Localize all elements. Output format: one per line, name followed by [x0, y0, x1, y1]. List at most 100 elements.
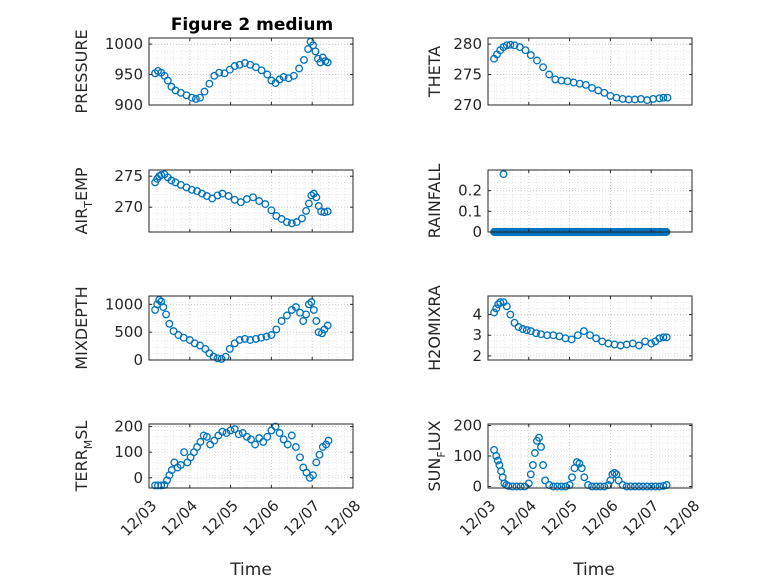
x-tick-label: 12/04 — [497, 497, 540, 540]
data-point — [575, 459, 584, 468]
data-point — [506, 310, 515, 319]
data-point — [639, 482, 647, 491]
data-point — [528, 461, 537, 470]
data-point — [187, 93, 196, 102]
data-point — [191, 94, 200, 103]
data-point — [532, 329, 541, 338]
panel-h2omixra: 2 3 4 H2OMIXRA — [425, 285, 693, 371]
y-axis-label: PRESSURE — [72, 29, 91, 113]
data-point — [586, 331, 594, 340]
data-point — [300, 55, 308, 64]
data-series — [490, 40, 672, 105]
y-axis-label-text: TERR — [72, 449, 91, 492]
data-point — [201, 344, 210, 353]
data-point — [577, 464, 586, 473]
data-point — [581, 80, 590, 89]
data-point — [272, 325, 281, 334]
axes-box — [148, 169, 354, 233]
data-point — [255, 197, 264, 205]
x-tick-label: 12/03 — [117, 497, 160, 540]
y-axis-label: THETA — [425, 46, 444, 98]
data-point — [165, 319, 174, 328]
data-point — [663, 93, 672, 102]
major-grid — [487, 296, 693, 360]
y-tick-label: 0 — [472, 477, 482, 495]
minor-grid — [148, 37, 354, 106]
y-axis-label-text: THETA — [425, 46, 444, 98]
panel-air-temp: 270 275 AIRTEMP — [72, 167, 354, 235]
x-tick-label: 12/05 — [538, 497, 581, 540]
data-point — [159, 303, 168, 312]
axes-box — [148, 295, 354, 361]
data-point — [196, 437, 205, 446]
data-point — [499, 170, 508, 179]
data-point — [526, 470, 535, 479]
data-point — [257, 66, 266, 75]
data-point — [302, 206, 311, 215]
data-point — [163, 76, 172, 85]
data-point — [568, 473, 576, 482]
panel-mixdepth: 0 500 1000 MIXDEPTH — [72, 286, 354, 370]
data-point — [176, 461, 185, 469]
axes-box — [487, 169, 693, 233]
data-point — [500, 479, 509, 488]
x-tick-label: 12/06 — [239, 497, 282, 540]
y-tick-label: 270 — [114, 198, 143, 216]
data-series — [151, 37, 332, 103]
data-point — [596, 482, 605, 491]
data-point — [309, 305, 318, 314]
x-tick-label: 12/05 — [199, 497, 242, 540]
y-axis-label-text: SUN — [425, 458, 444, 492]
y-tick-label: 2 — [472, 347, 482, 365]
data-point — [200, 87, 209, 96]
data-point — [323, 58, 332, 67]
data-point — [307, 298, 316, 307]
x-axis-label-left: Time — [229, 560, 272, 580]
data-point — [600, 482, 609, 491]
data-point — [155, 295, 164, 304]
data-point — [298, 214, 306, 223]
data-point — [251, 334, 260, 343]
y-tick-label: 4 — [472, 306, 482, 324]
data-point — [277, 317, 286, 325]
x-tick-label: 12/06 — [578, 497, 621, 540]
x-tick-label: 12/03 — [456, 497, 499, 540]
data-point — [324, 436, 333, 445]
data-point — [234, 430, 243, 439]
data-point — [600, 88, 609, 97]
y-axis-label: RAINFALL — [425, 164, 444, 239]
data-point — [614, 476, 623, 485]
y-tick-label: 200 — [114, 418, 143, 436]
data-point — [315, 450, 324, 459]
data-point — [275, 75, 284, 84]
data-point — [561, 482, 570, 491]
data-point — [267, 331, 276, 339]
y-tick-label: 1000 — [105, 35, 143, 53]
data-series — [151, 422, 333, 490]
data-point — [557, 482, 566, 491]
data-point — [312, 458, 321, 467]
data-point — [539, 63, 548, 72]
y-axis-label: H2OMIXRA — [425, 285, 444, 371]
data-point — [261, 200, 270, 209]
data-point — [235, 336, 244, 344]
data-point — [262, 332, 271, 341]
y-axis-label: AIRTEMP — [72, 167, 95, 234]
y-axis-label: MIXDEPTH — [72, 286, 91, 369]
major-grid — [148, 424, 354, 488]
data-point — [283, 440, 292, 449]
data-point — [157, 171, 166, 179]
data-point — [530, 449, 539, 457]
major-grid — [148, 170, 354, 232]
data-point — [246, 336, 255, 344]
y-tick-label: 950 — [114, 66, 143, 84]
data-point — [296, 453, 304, 462]
data-point — [655, 334, 664, 343]
y-axis-label-text: PRESSURE — [72, 29, 91, 113]
data-series — [490, 298, 671, 350]
axes-box — [148, 37, 354, 106]
x-tick-label: 12/07 — [280, 497, 323, 540]
data-point — [651, 482, 660, 491]
data-series — [490, 433, 671, 491]
